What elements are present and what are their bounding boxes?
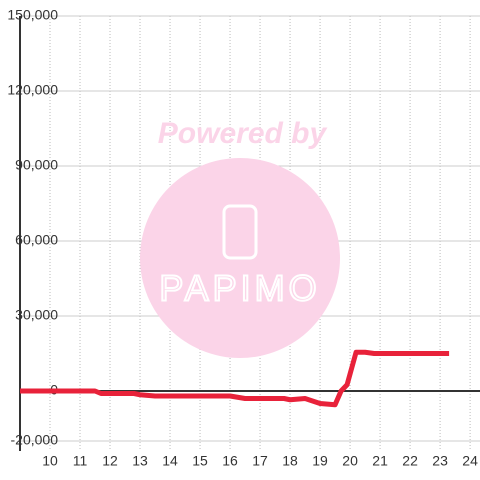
x-tick-label: 17 [252,453,268,469]
y-tick-label: 120,000 [7,82,58,98]
data-line [20,349,450,408]
y-tick-label: 60,000 [15,232,58,248]
y-tick-label: 150,000 [7,7,58,23]
watermark-title: Powered by [158,117,328,150]
grid [20,15,480,451]
x-tick-label: 22 [402,453,418,469]
x-tick-label: 21 [372,453,388,469]
x-tick-label: 12 [102,453,118,469]
watermark-icon [222,204,258,260]
x-tick-label: 19 [312,453,328,469]
x-tick-label: 16 [222,453,238,469]
y-tick-label: 90,000 [15,157,58,173]
x-tick-label: 24 [462,453,478,469]
x-tick-label: 11 [73,453,88,469]
x-tick-label: 15 [192,453,208,469]
y-tick-label: -20,000 [11,432,59,448]
x-tick-label: 20 [342,453,358,469]
x-tick-label: 23 [432,453,448,469]
watermark-logo: PAPIMO [159,268,320,309]
x-tick-label: 18 [282,453,298,469]
x-tick-label: 10 [42,453,58,469]
watermark: Powered by PAPIMO [140,117,340,358]
x-tick-label: 14 [162,453,178,469]
y-tick-label: 30,000 [15,307,58,323]
x-tick-label: 13 [132,453,148,469]
